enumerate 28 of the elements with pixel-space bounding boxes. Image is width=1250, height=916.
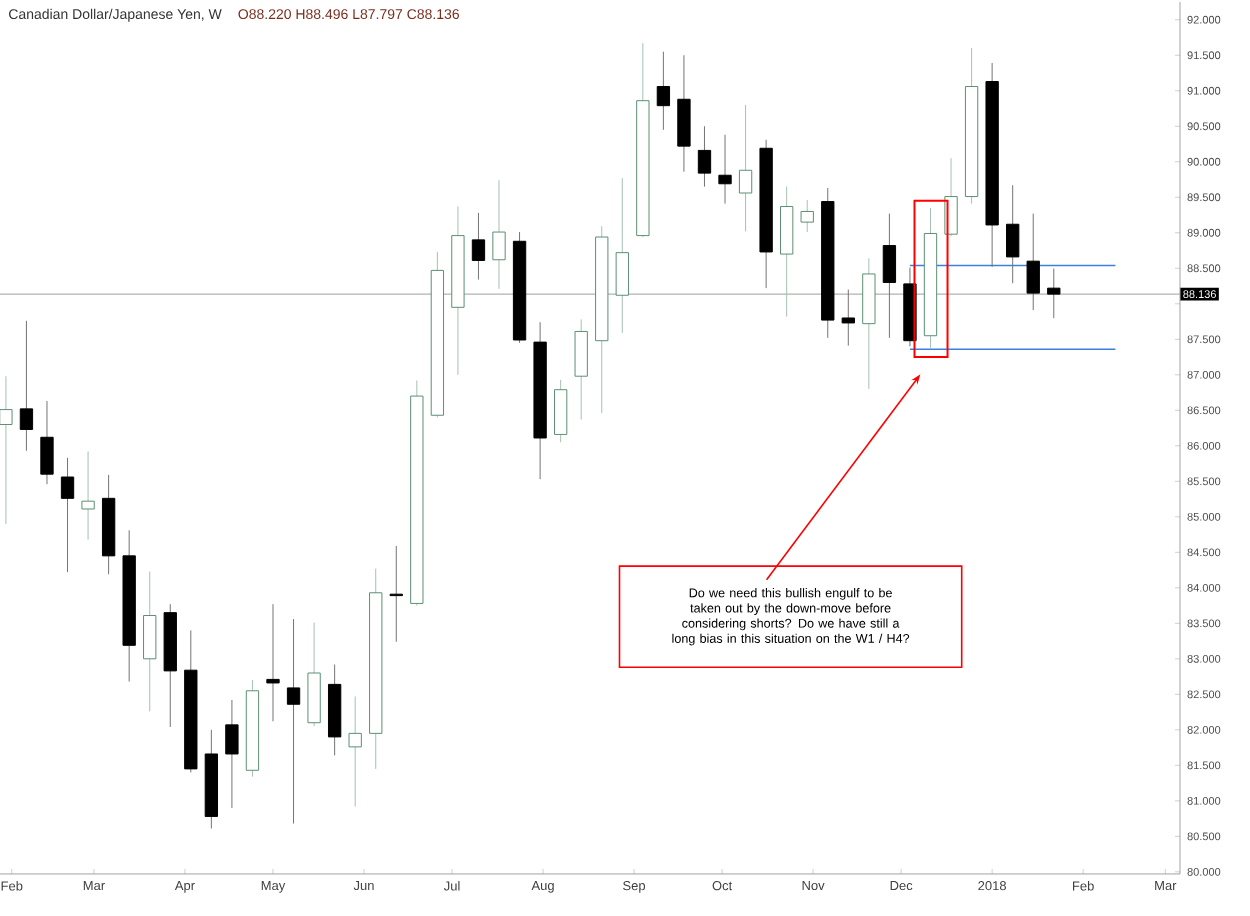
candlestick: [389, 545, 403, 643]
candlestick: [266, 603, 280, 722]
candlestick: [615, 177, 629, 334]
candlestick: [286, 618, 301, 825]
candlestick: [841, 289, 855, 347]
candlestick: [60, 457, 75, 573]
candlestick: [0, 375, 13, 525]
candlestick: [471, 212, 486, 281]
candlestick: [1047, 268, 1061, 319]
candlestick: [492, 179, 506, 290]
candlestick: [718, 134, 732, 205]
candlestick: [656, 51, 671, 131]
candlestick: [1006, 184, 1020, 284]
candlestick: [574, 318, 588, 421]
candlestick: [677, 54, 691, 173]
candlestick: [553, 379, 568, 443]
candlestick: [81, 450, 95, 541]
candlestick: [143, 570, 157, 712]
candlestick: [19, 320, 34, 452]
candlestick: [697, 125, 712, 188]
candlestick: [348, 695, 362, 808]
candlestick: [40, 400, 54, 485]
candlestick: [800, 199, 814, 233]
candlestick: [1026, 213, 1040, 311]
candlestick: [882, 213, 897, 339]
candlestick: [738, 104, 753, 232]
candlestick: [780, 186, 794, 318]
candlestick: [225, 699, 239, 809]
